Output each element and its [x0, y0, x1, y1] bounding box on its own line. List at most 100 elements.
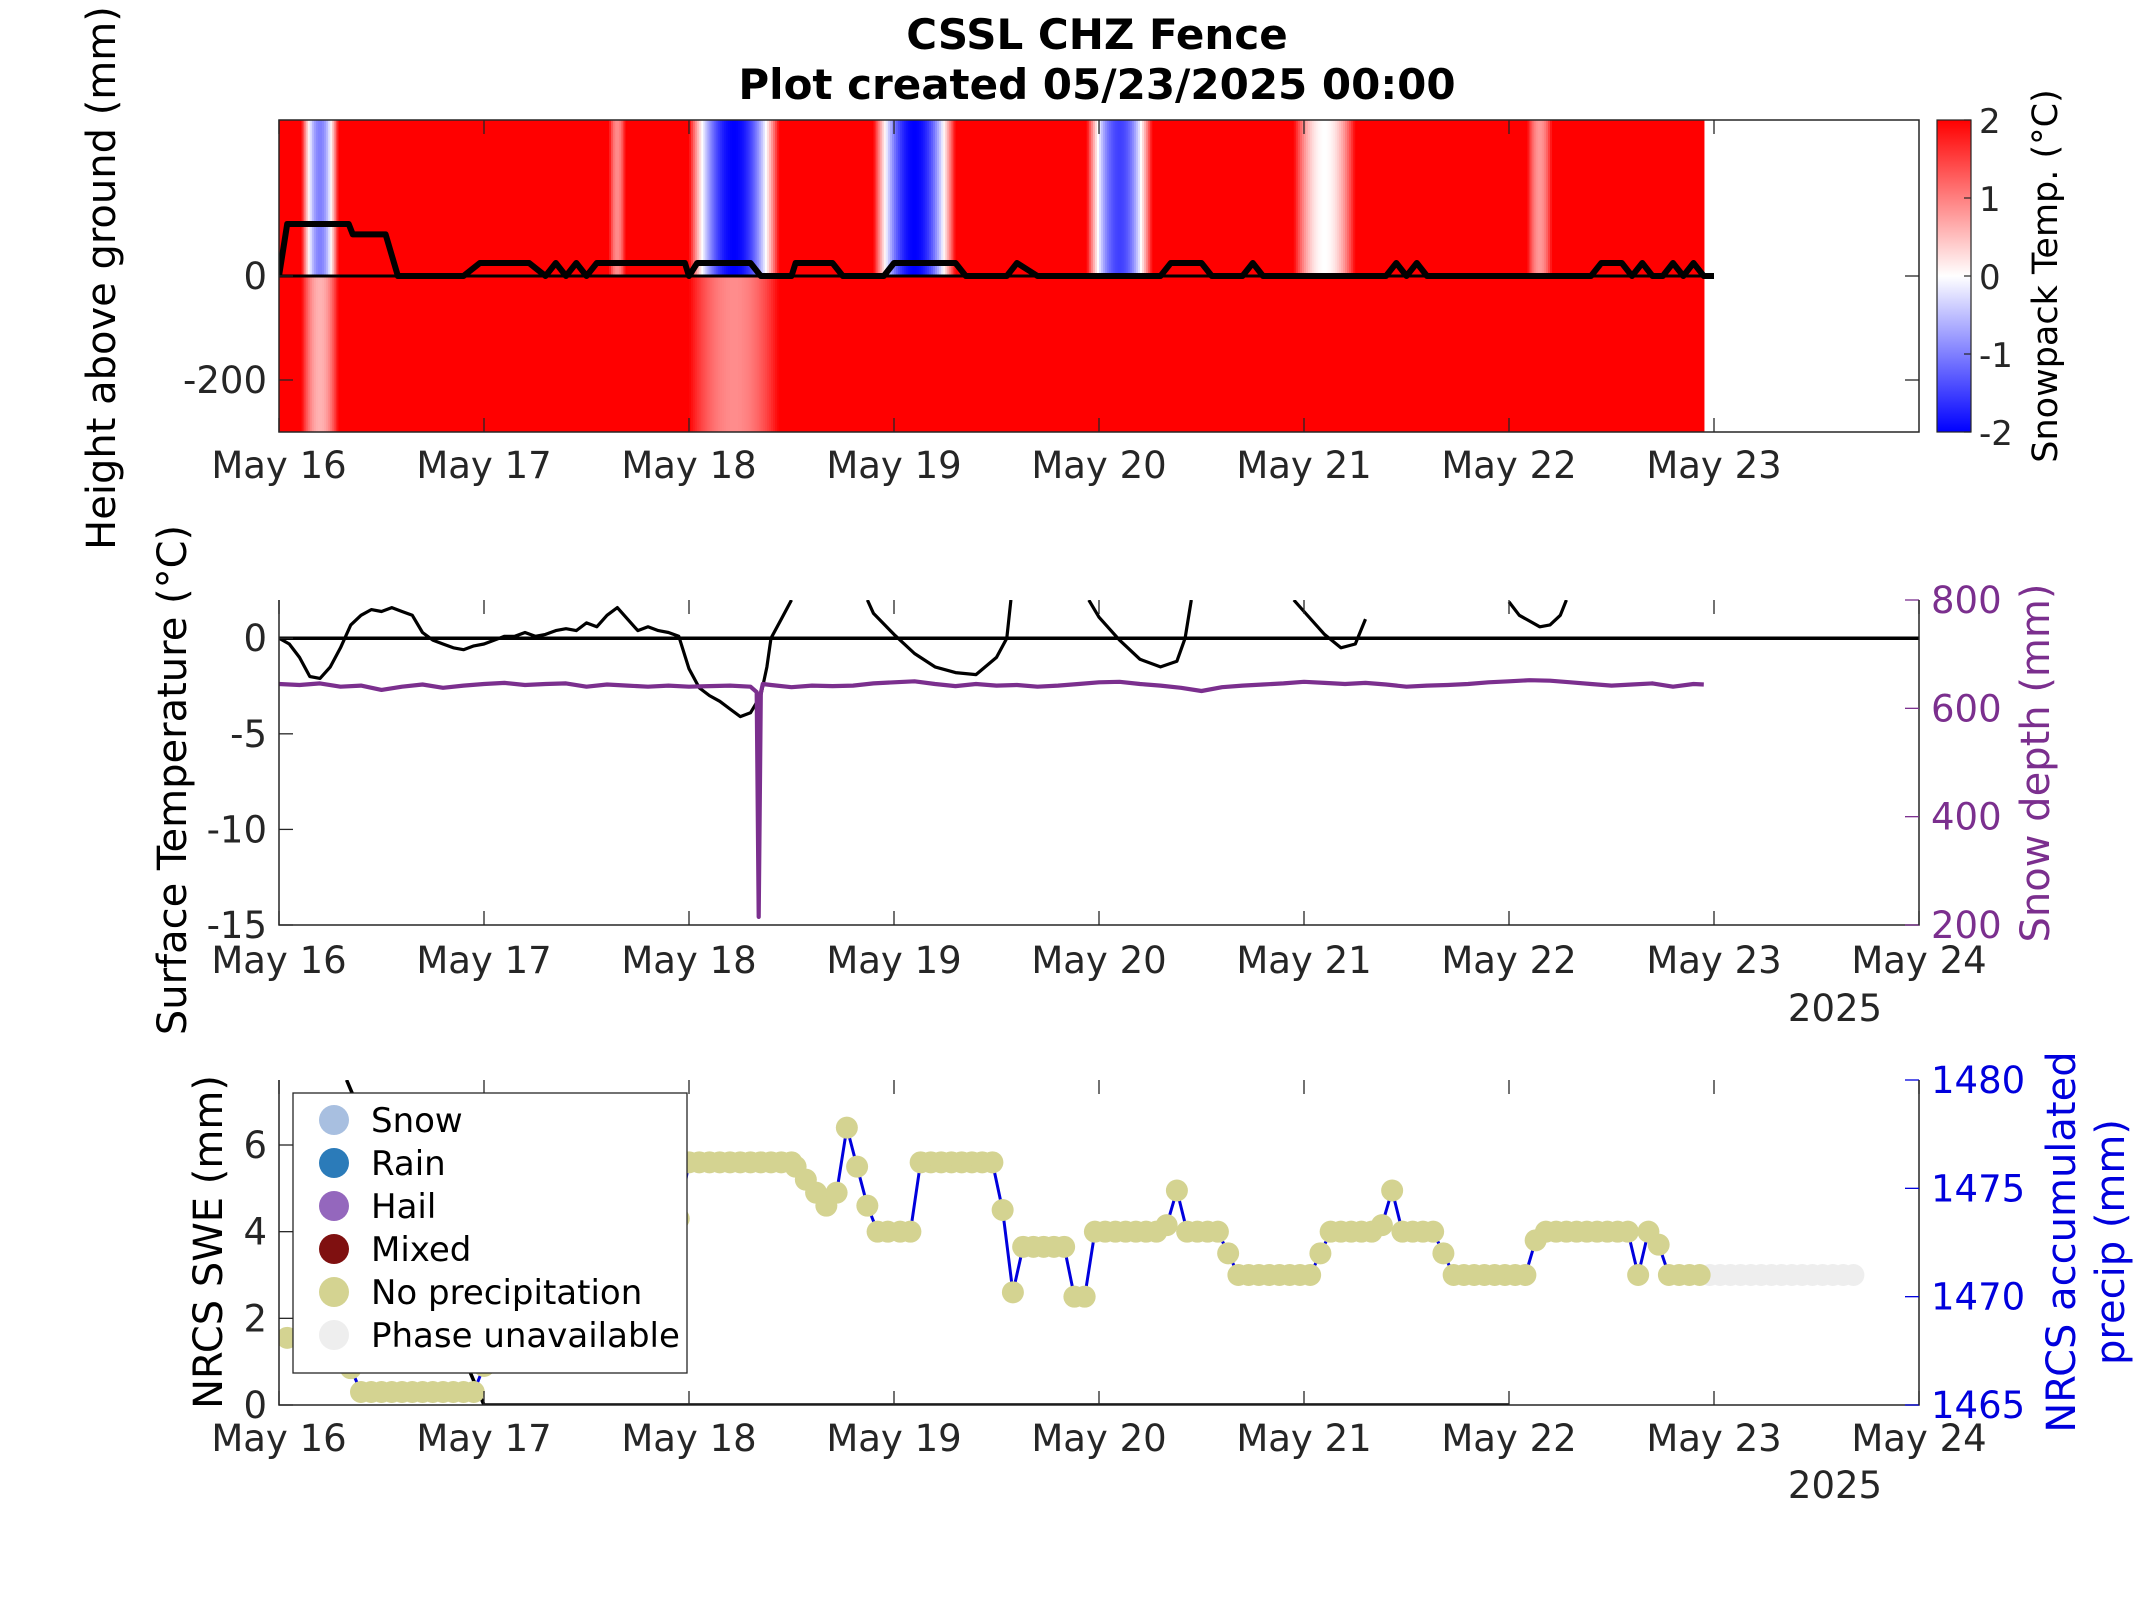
heatmap-cell-above: [859, 120, 862, 276]
heatmap-cell-below: [402, 276, 405, 432]
heatmap-cell-above: [459, 120, 463, 276]
heatmap-cell-above: [293, 120, 296, 276]
heatmap-cell-above: [1137, 120, 1141, 276]
heatmap-cell-below: [1627, 276, 1631, 432]
heatmap-cell-below: [1396, 276, 1399, 432]
heatmap-cell-below: [1125, 276, 1129, 432]
heatmap-cell-below: [1176, 276, 1180, 432]
heatmap-cell-below: [1642, 276, 1645, 432]
heatmap-cell-above: [1094, 120, 1098, 276]
heatmap-cell-above: [1230, 120, 1233, 276]
heatmap-cell-above: [1677, 120, 1680, 276]
heatmap-cell-below: [1502, 276, 1506, 432]
heatmap-cell-below: [1080, 276, 1084, 432]
heatmap-cell-below: [1679, 276, 1682, 432]
heatmap-cell-above: [1404, 120, 1408, 276]
heatmap-cell-above: [602, 120, 606, 276]
heatmap-cell-below: [1562, 276, 1565, 432]
heatmap-cell-below: [356, 276, 360, 432]
heatmap-cell-above: [1566, 120, 1570, 276]
heatmap-cell-above: [887, 120, 891, 276]
heatmap-cell-below: [582, 276, 586, 432]
heatmap-cell-below: [1363, 276, 1367, 432]
heatmap-cell-below: [926, 276, 930, 432]
heatmap-cell-below: [281, 276, 284, 432]
heatmap-cell-above: [465, 120, 469, 276]
heatmap-cell-below: [1121, 276, 1125, 432]
heatmap-cell-below: [1568, 276, 1572, 432]
heatmap-cell-below: [1228, 276, 1231, 432]
heatmap-cell-below: [1584, 276, 1588, 432]
heatmap-cell-below: [568, 276, 571, 432]
heatmap-cell-below: [1137, 276, 1141, 432]
heatmap-cell-below: [1465, 276, 1469, 432]
heatmap-cell-below: [1213, 276, 1217, 432]
heatmap-cell-below: [367, 276, 370, 432]
heatmap-cell-below: [1379, 276, 1383, 432]
heatmap-cell-below: [1404, 276, 1408, 432]
heatmap-cell-below: [1168, 276, 1172, 432]
heatmap-cell-above: [766, 120, 770, 276]
colorbar-tick-label: -1: [1979, 336, 2013, 376]
heatmap-cell-below: [1517, 276, 1520, 432]
heatmap-cell-above: [547, 120, 551, 276]
heatmap-cell-above: [625, 120, 629, 276]
heatmap-cell-above: [834, 120, 838, 276]
heatmap-cell-below: [1668, 276, 1672, 432]
heatmap-cell-below: [828, 276, 832, 432]
heatmap-cell-above: [842, 120, 846, 276]
legend-marker: [319, 1148, 349, 1178]
heatmap-cell-below: [908, 276, 911, 432]
heatmap-cell-above: [1675, 120, 1678, 276]
heatmap-cell-above: [428, 120, 432, 276]
heatmap-cell-above: [582, 120, 586, 276]
heatmap-cell-above: [1156, 120, 1160, 276]
heatmap-cell-above: [1474, 120, 1477, 276]
heatmap-cell-above: [1515, 120, 1518, 276]
heatmap-cell-above: [563, 120, 567, 276]
heatmap-cell-below: [937, 276, 940, 432]
heatmap-cell-above: [404, 120, 407, 276]
heatmap-cell-above: [1547, 120, 1551, 276]
y2-tick-label: 1480: [1931, 1059, 2025, 1102]
heatmap-cell-below: [623, 276, 627, 432]
heatmap-cell-below: [467, 276, 471, 432]
heatmap-cell-above: [287, 120, 290, 276]
heatmap-cell-below: [434, 276, 438, 432]
heatmap-cell-below: [898, 276, 901, 432]
heatmap-cell-below: [412, 276, 415, 432]
heatmap-cell-below: [1101, 276, 1104, 432]
heatmap-cell-below: [541, 276, 545, 432]
heatmap-cell-below: [939, 276, 942, 432]
y-tick-label: -10: [207, 808, 267, 851]
heatmap-cell-below: [545, 276, 549, 432]
heatmap-cell-above: [1285, 120, 1289, 276]
heatmap-cell-above: [1525, 120, 1529, 276]
heatmap-cell-below: [914, 276, 918, 432]
heatmap-cell-below: [684, 276, 688, 432]
heatmap-cell-above: [674, 120, 678, 276]
heatmap-cell-above: [420, 120, 424, 276]
heatmap-cell-above: [730, 120, 733, 276]
heatmap-cell-below: [1318, 276, 1321, 432]
heatmap-cell-above: [426, 120, 430, 276]
heatmap-cell-above: [344, 120, 348, 276]
heatmap-cell-below: [1281, 276, 1285, 432]
heatmap-cell-below: [508, 276, 512, 432]
heatmap-cell-above: [1078, 120, 1082, 276]
x-tick-label: May 22: [1441, 939, 1576, 982]
heatmap-cell-below: [1162, 276, 1166, 432]
heatmap-cell-above: [1027, 120, 1030, 276]
heatmap-cell-below: [504, 276, 508, 432]
heatmap-cell-above: [1369, 120, 1373, 276]
heatmap-cell-below: [1023, 276, 1026, 432]
heatmap-cell-below: [812, 276, 815, 432]
heatmap-cell-above: [801, 120, 805, 276]
heatmap-cell-below: [1656, 276, 1660, 432]
heatmap-cell-below: [340, 276, 344, 432]
heatmap-cell-above: [492, 120, 495, 276]
heatmap-cell-below: [836, 276, 840, 432]
heatmap-cell-below: [873, 276, 877, 432]
heatmap-cell-below: [1523, 276, 1526, 432]
heatmap-cell-below: [865, 276, 868, 432]
